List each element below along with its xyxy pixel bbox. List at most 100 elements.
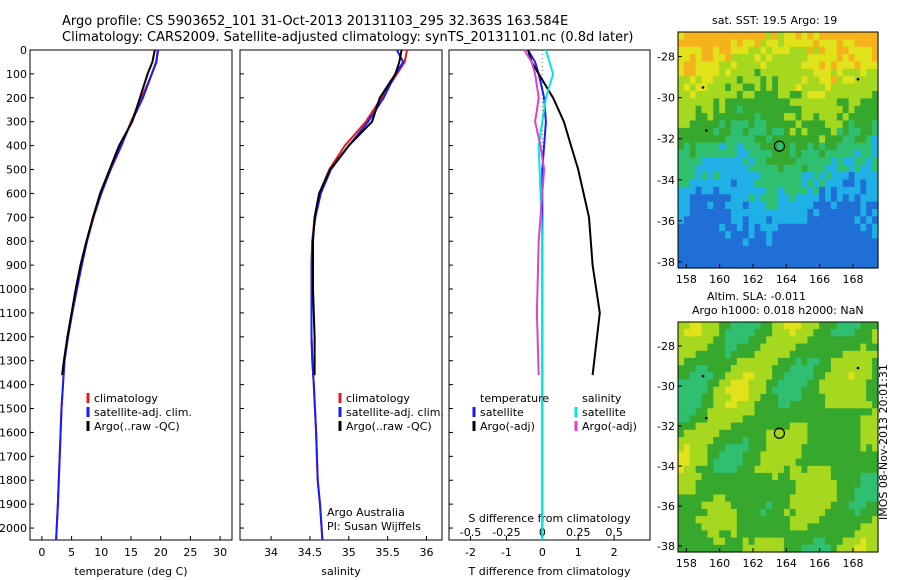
x-axis-label-2: salinity [321, 565, 361, 578]
x-tick-label-1: 0 [38, 546, 45, 559]
legend-diff-4-label: Argo(-adj) [582, 420, 637, 433]
sla-map-title-line2: Argo h1000: 0.018 h2000: NaN [692, 304, 864, 317]
y-tick-label: 600 [6, 187, 27, 200]
y-tick-label: 500 [6, 164, 27, 177]
x-tick-label-2: 36 [419, 546, 433, 559]
y-tick-label: 1200 [0, 331, 27, 344]
legend-sal-3-label: Argo(..raw -QC) [346, 420, 432, 433]
y-tick-label: 200 [6, 92, 27, 105]
x-tick-label-3: 1 [575, 546, 582, 559]
x-top-tick-label: 0.25 [566, 526, 591, 539]
map-x-tick-label-1: 166 [809, 273, 830, 286]
x-tick-label-2: 34.5 [298, 546, 323, 559]
series-line-2-2 [310, 49, 405, 541]
x-top-axis-label: S difference from climatology [468, 512, 631, 525]
y-tick-label: 300 [6, 116, 27, 129]
y-tick-label: 100 [6, 68, 27, 81]
y-tick-label: 1900 [0, 498, 27, 511]
series-line-1-3 [61, 49, 156, 376]
map-y-tick-label-2: -34 [657, 460, 675, 473]
y-tick-label: 0 [20, 44, 27, 57]
y-tick-label: 1600 [0, 426, 27, 439]
map-frame-1 [677, 31, 879, 269]
map-cells-2 [678, 322, 879, 553]
y-tick-label: 1500 [0, 403, 27, 416]
profile-panel-frame-2 [239, 49, 443, 541]
x-tick-label-3: 0 [539, 546, 546, 559]
map-y-tick-label-2: -30 [657, 380, 675, 393]
map-y-tick-label-1: -36 [657, 215, 675, 228]
sla-map-title-line1: Altim. SLA: -0.011 [707, 290, 807, 303]
legend-temp-3-label: Argo(..raw -QC) [94, 420, 180, 433]
x-tick-label-1: 10 [94, 546, 108, 559]
legend-diff-title-sal: salinity [582, 392, 622, 405]
map-x-tick-label-2: 158 [676, 557, 697, 570]
map-x-tick-label-2: 166 [809, 557, 830, 570]
x-axis-label-1: temperature (deg C) [74, 565, 187, 578]
map-x-tick-label-2: 164 [776, 557, 797, 570]
map-y-tick-label-2: -32 [657, 420, 675, 433]
map-frame-2 [677, 321, 879, 553]
legend-temp-1-label: climatology [94, 392, 158, 405]
pi-label: PI: Susan Wijffels [327, 520, 421, 533]
y-tick-label: 800 [6, 235, 27, 248]
figure-title-line1: Argo profile: CS 5903652_101 31-Oct-2013… [62, 14, 569, 29]
float-dot-1 [856, 77, 860, 81]
y-tick-label: 700 [6, 211, 27, 224]
map-cells-1 [678, 32, 879, 269]
float-dot-2 [701, 374, 705, 378]
float-dot-1 [701, 86, 705, 89]
series-line-1-2 [55, 49, 159, 541]
y-tick-label: 1100 [0, 307, 27, 320]
map-x-tick-label-1: 162 [743, 273, 764, 286]
map-x-tick-label-1: 164 [776, 273, 797, 286]
map-y-tick-label-1: -28 [657, 51, 675, 64]
x-tick-label-3: 2 [611, 546, 618, 559]
legend-sal-1-label: climatology [346, 392, 410, 405]
profile-panel-frame-3 [448, 49, 651, 541]
x-top-tick-label: -0.5 [460, 526, 481, 539]
map-y-tick-label-1: -34 [657, 174, 675, 187]
x-tick-label-2: 34 [264, 546, 278, 559]
y-tick-label: 400 [6, 140, 27, 153]
legend-temp-2-label: satellite-adj. clim. [94, 406, 192, 419]
x-tick-label-3: -1 [501, 546, 512, 559]
legend-diff-2-label: Argo(-adj) [480, 420, 535, 433]
map-y-tick-label-1: -38 [657, 256, 675, 269]
y-tick-label: 1800 [0, 474, 27, 487]
x-tick-label-2: 35 [342, 546, 356, 559]
y-tick-label: 1300 [0, 355, 27, 368]
map-x-tick-label-2: 162 [743, 557, 764, 570]
argo-float-marker-1 [773, 140, 786, 152]
y-tick-label: 2000 [0, 522, 27, 535]
map-x-tick-label-2: 160 [709, 557, 730, 570]
float-dot-2 [856, 366, 860, 370]
y-tick-label: 1700 [0, 450, 27, 463]
legend-sal-2-label: satellite-adj. clim. [346, 406, 444, 419]
x-tick-label-1: 5 [68, 546, 75, 559]
x-tick-label-3: -2 [465, 546, 476, 559]
x-tick-label-1: 30 [213, 546, 227, 559]
series-line-3-4 [523, 49, 546, 376]
series-line-3-3 [537, 49, 555, 540]
sst-map-title: sat. SST: 19.5 Argo: 19 [712, 14, 838, 27]
map-x-tick-label-1: 158 [676, 273, 697, 286]
map-x-tick-label-1: 168 [843, 273, 864, 286]
series-line-3-2 [527, 49, 601, 376]
x-tick-label-1: 25 [183, 546, 197, 559]
y-tick-label: 1000 [0, 283, 27, 296]
legend-diff-title-temp: temperature [480, 392, 549, 405]
x-tick-label-1: 15 [124, 546, 138, 559]
x-top-tick-label: 0.5 [605, 526, 623, 539]
x-top-tick-label: -0.25 [492, 526, 520, 539]
map-y-tick-label-1: -30 [657, 92, 675, 105]
x-axis-label-3: T difference from climatology [468, 565, 631, 578]
map-x-tick-label-1: 160 [709, 273, 730, 286]
map-y-tick-label-2: -38 [657, 540, 675, 553]
series-line-2-3 [312, 49, 403, 376]
map-y-tick-label-2: -36 [657, 500, 675, 513]
map-y-tick-label-2: -28 [657, 340, 675, 353]
float-dot-2 [705, 416, 708, 420]
map-x-tick-label-2: 168 [843, 557, 864, 570]
